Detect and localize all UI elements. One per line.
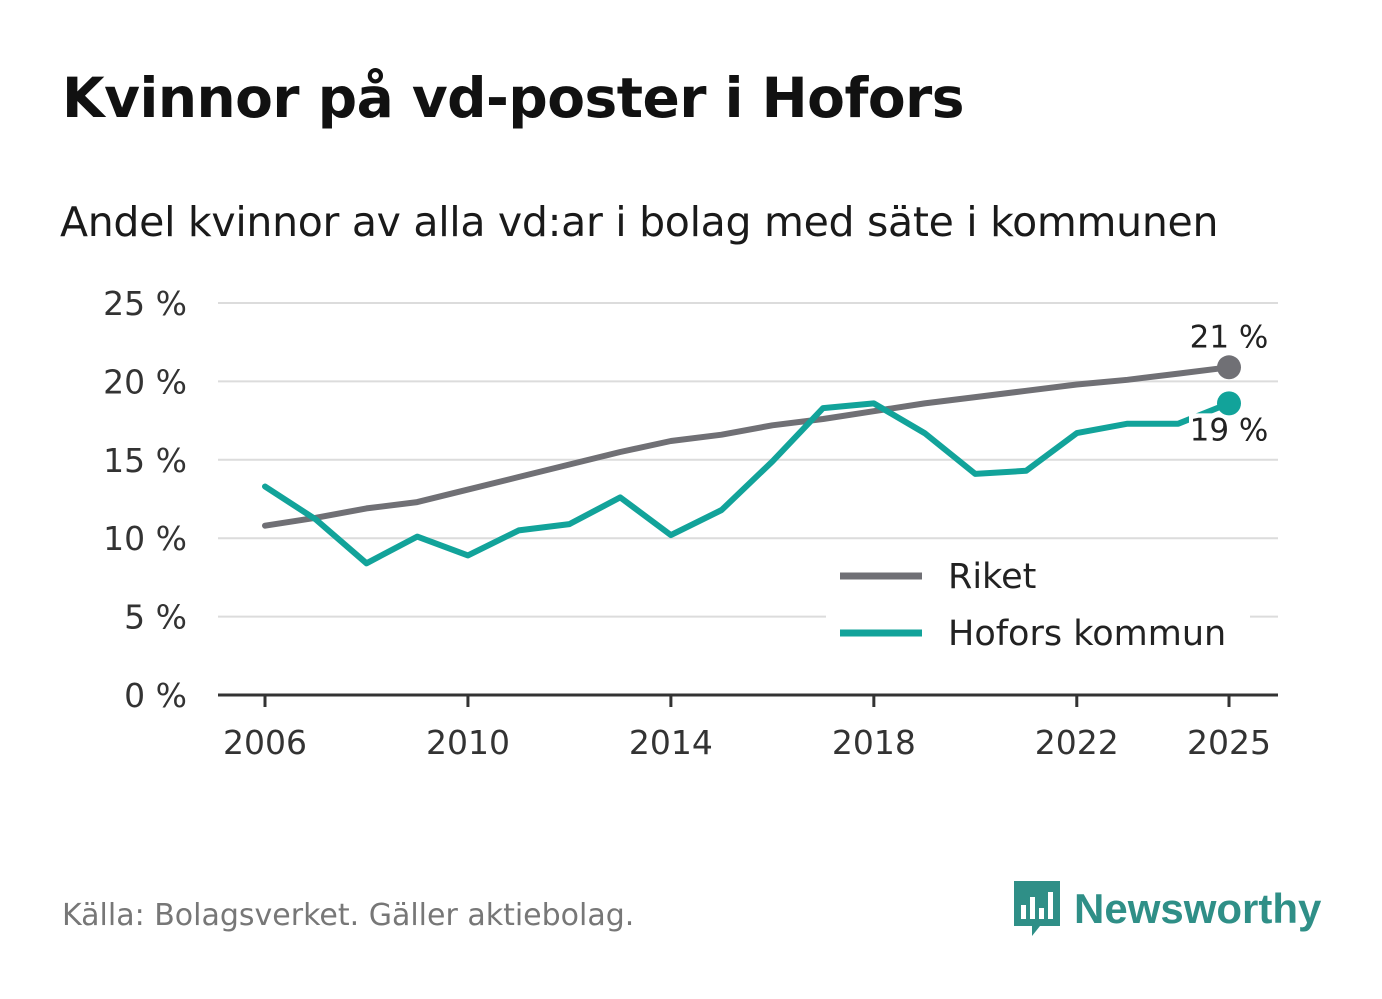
end-marker [1217, 391, 1241, 416]
y-tick-label: 20 % [103, 362, 187, 401]
end-value-label: 21 % [1190, 319, 1269, 355]
y-tick-label: 10 % [103, 519, 187, 558]
newsworthy-logo: Newsworthy [1010, 878, 1321, 940]
legend-label: Riket [948, 557, 1036, 597]
bar-chart-bubble-icon [1014, 881, 1060, 936]
x-tick-label: 2025 [1187, 723, 1271, 762]
y-tick-label: 25 % [103, 284, 187, 323]
end-labels: 21 % 19 % [1189, 319, 1269, 450]
y-tick-label: 5 % [124, 598, 187, 637]
series-line-hofors [262, 400, 1232, 567]
brand-name: Newsworthy [1074, 885, 1322, 932]
x-tick-label: 2022 [1035, 723, 1119, 762]
series-lines [262, 364, 1232, 567]
line-chart: 0 %5 %10 %15 %20 %25 % 2006 2010 2014 2018 2… [103, 284, 1278, 762]
y-axis-ticks: 0 % 5 % 10 % 15 % 20 % 25 % [103, 284, 187, 715]
legend: Riket Hofors kommun [826, 550, 1250, 662]
label-background [1189, 413, 1269, 450]
x-tick-label: 2014 [629, 723, 713, 762]
x-tick-label: 2010 [426, 723, 510, 762]
end-marker [1217, 355, 1241, 380]
legend-background [826, 550, 1250, 662]
chart-title: Kvinnor på vd-poster i Hofors [62, 66, 965, 130]
y-tick-label: 0 % [124, 676, 187, 715]
chart-subtitle: Andel kvinnor av alla vd:ar i bolag med … [60, 198, 1219, 246]
x-axis: 2006 2010 2014 2018 2022 2025 [218, 693, 1278, 762]
y-tick-label: 15 % [103, 441, 187, 480]
x-tick-label: 2006 [223, 723, 307, 762]
source-note: Källa: Bolagsverket. Gäller aktiebolag. [62, 898, 635, 933]
series-line-riket [262, 364, 1232, 529]
x-tick-label: 2018 [832, 723, 916, 762]
legend-label: Hofors kommun [948, 614, 1226, 654]
end-value-label: 19 % [1190, 412, 1269, 448]
